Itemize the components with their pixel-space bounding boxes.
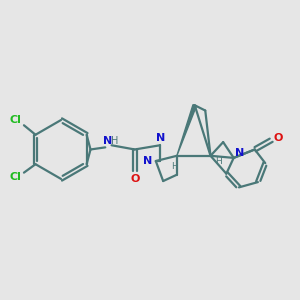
Text: H: H: [171, 162, 178, 171]
Polygon shape: [177, 105, 196, 156]
Text: N: N: [103, 136, 112, 146]
Text: N: N: [236, 148, 244, 158]
Text: H: H: [111, 136, 118, 146]
Text: H: H: [216, 157, 222, 166]
Text: Cl: Cl: [10, 115, 22, 125]
Text: O: O: [273, 133, 283, 143]
Text: N: N: [143, 156, 152, 166]
Text: Cl: Cl: [10, 172, 22, 182]
Text: N: N: [156, 133, 166, 143]
Text: O: O: [130, 174, 140, 184]
